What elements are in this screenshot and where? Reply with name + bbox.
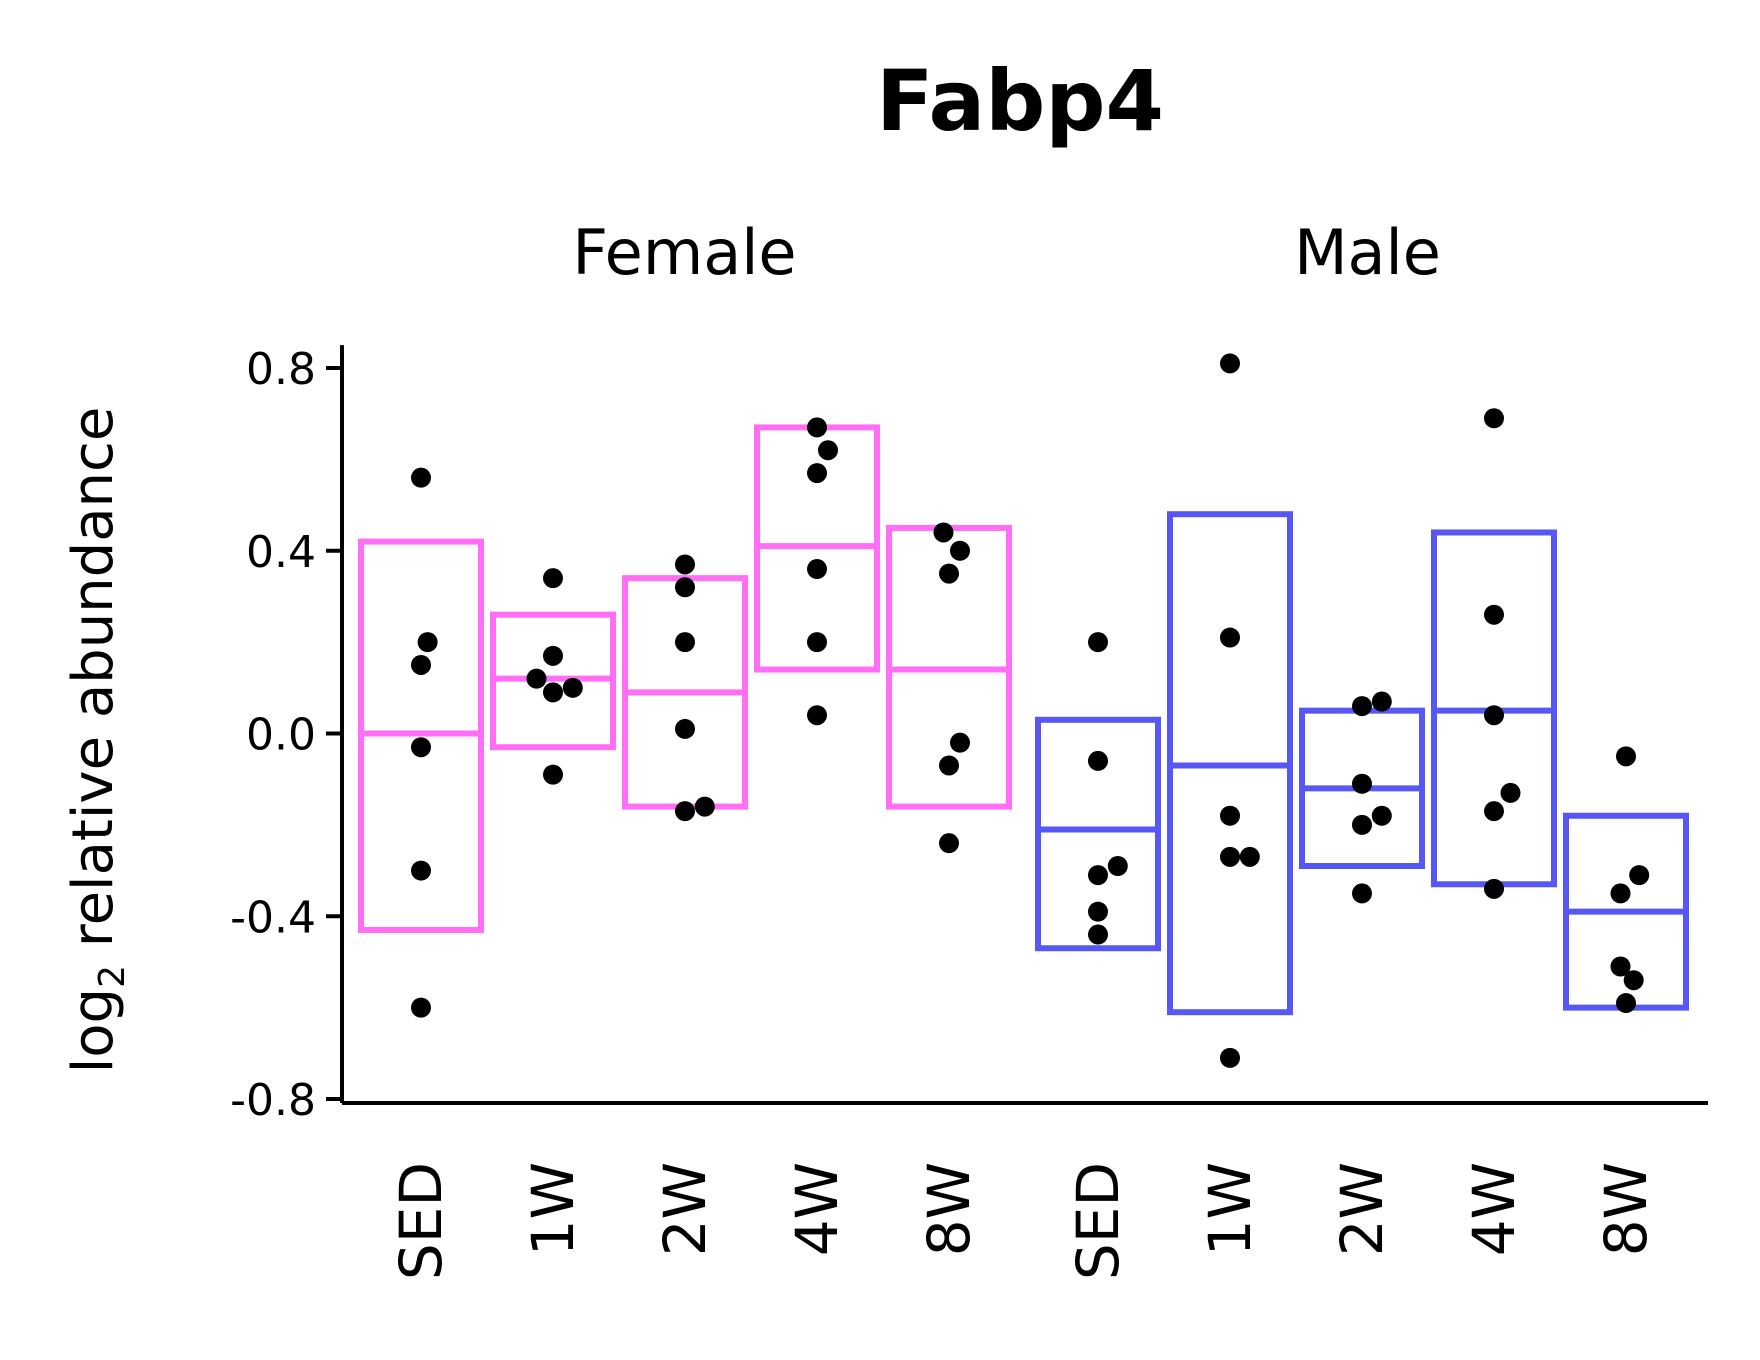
y-axis-label-main: log xyxy=(61,988,126,1073)
data-point xyxy=(807,705,827,726)
x-tick-label: 8W xyxy=(915,1162,983,1256)
data-point xyxy=(694,796,715,817)
data-point xyxy=(411,737,431,758)
data-point xyxy=(1352,883,1372,904)
data-point xyxy=(1107,855,1128,876)
data-point xyxy=(1220,1047,1240,1068)
data-point xyxy=(675,801,695,822)
data-point xyxy=(1629,865,1650,886)
data-point xyxy=(1352,696,1372,717)
data-point xyxy=(1088,901,1108,922)
data-point xyxy=(675,718,695,739)
data-point xyxy=(1088,632,1108,653)
data-point xyxy=(675,577,695,598)
x-tick-label: 8W xyxy=(1592,1162,1660,1256)
data-point xyxy=(1088,924,1108,945)
data-point xyxy=(1610,883,1631,904)
y-axis: 0.8 0.4 0.0 -0.4 -0.8 xyxy=(230,344,344,1126)
data-point xyxy=(939,563,959,584)
data-point xyxy=(1484,878,1504,899)
y-tick-label: 0.0 xyxy=(246,710,316,761)
y-tick-label: 0.8 xyxy=(246,344,316,395)
box-sed xyxy=(1035,716,1161,952)
data-point xyxy=(675,554,695,575)
data-point xyxy=(1484,408,1504,429)
data-point xyxy=(939,833,959,854)
facet-male: Male SED 1W 2W 4W 8W xyxy=(1027,216,1708,1280)
x-tick-label: SED xyxy=(1064,1162,1132,1280)
facet-label: Male xyxy=(1294,216,1441,289)
x-tick-label: 4W xyxy=(783,1162,851,1256)
data-point xyxy=(1239,846,1260,867)
data-point xyxy=(1088,750,1108,771)
data-point xyxy=(675,632,695,653)
data-point xyxy=(543,645,563,666)
y-tick-label: -0.4 xyxy=(230,892,316,943)
facets: Female SED 1W 2W 4W 8W Male SED 1W 2W 4W 8W xyxy=(342,216,1708,1280)
y-axis-label-rest: relative abundance xyxy=(61,407,126,965)
data-point xyxy=(562,677,583,698)
data-point xyxy=(1371,691,1392,712)
chart-title: Fabp4 xyxy=(876,52,1164,150)
data-point xyxy=(933,522,954,543)
y-tick-label: -0.8 xyxy=(230,1075,316,1126)
data-point xyxy=(543,764,563,785)
data-point xyxy=(1220,805,1240,826)
data-point xyxy=(1484,604,1504,625)
y-axis-label: log2 relative abundance xyxy=(61,407,133,1074)
data-point xyxy=(1352,773,1372,794)
data-point xyxy=(1616,993,1636,1014)
data-point xyxy=(1623,970,1644,991)
data-point xyxy=(411,860,431,881)
data-point xyxy=(1616,746,1636,767)
data-point xyxy=(543,682,563,703)
data-point xyxy=(411,467,431,488)
data-point xyxy=(939,755,959,776)
data-point xyxy=(807,559,827,580)
x-tick-label: 1W xyxy=(519,1162,587,1256)
data-point xyxy=(411,997,431,1018)
x-tick-label: 2W xyxy=(1328,1162,1396,1256)
data-point xyxy=(1352,814,1372,835)
data-point xyxy=(807,417,827,438)
data-point xyxy=(950,732,970,753)
data-point xyxy=(1220,353,1240,374)
facet-label: Female xyxy=(572,216,796,289)
data-point xyxy=(526,668,547,689)
data-point xyxy=(417,632,438,653)
x-tick-label: 1W xyxy=(1196,1162,1264,1256)
data-point xyxy=(1220,846,1240,867)
data-point xyxy=(950,540,970,561)
data-point xyxy=(1500,782,1521,803)
data-point xyxy=(1088,865,1108,886)
x-tick-label: SED xyxy=(387,1162,455,1280)
data-point xyxy=(818,440,838,461)
data-point xyxy=(1484,801,1504,822)
data-point xyxy=(411,654,431,675)
x-tick-label: 2W xyxy=(651,1162,719,1256)
data-point xyxy=(807,463,827,484)
data-point xyxy=(1610,956,1631,977)
data-point xyxy=(1371,805,1392,826)
data-point xyxy=(1220,627,1240,648)
y-axis-label-sub: 2 xyxy=(92,965,133,988)
data-point xyxy=(543,568,563,589)
data-point xyxy=(1484,705,1504,726)
y-tick-label: 0.4 xyxy=(246,527,316,578)
facet-female: Female SED 1W 2W 4W 8W xyxy=(342,216,1027,1280)
data-point xyxy=(807,632,827,653)
x-tick-label: 4W xyxy=(1460,1162,1528,1256)
